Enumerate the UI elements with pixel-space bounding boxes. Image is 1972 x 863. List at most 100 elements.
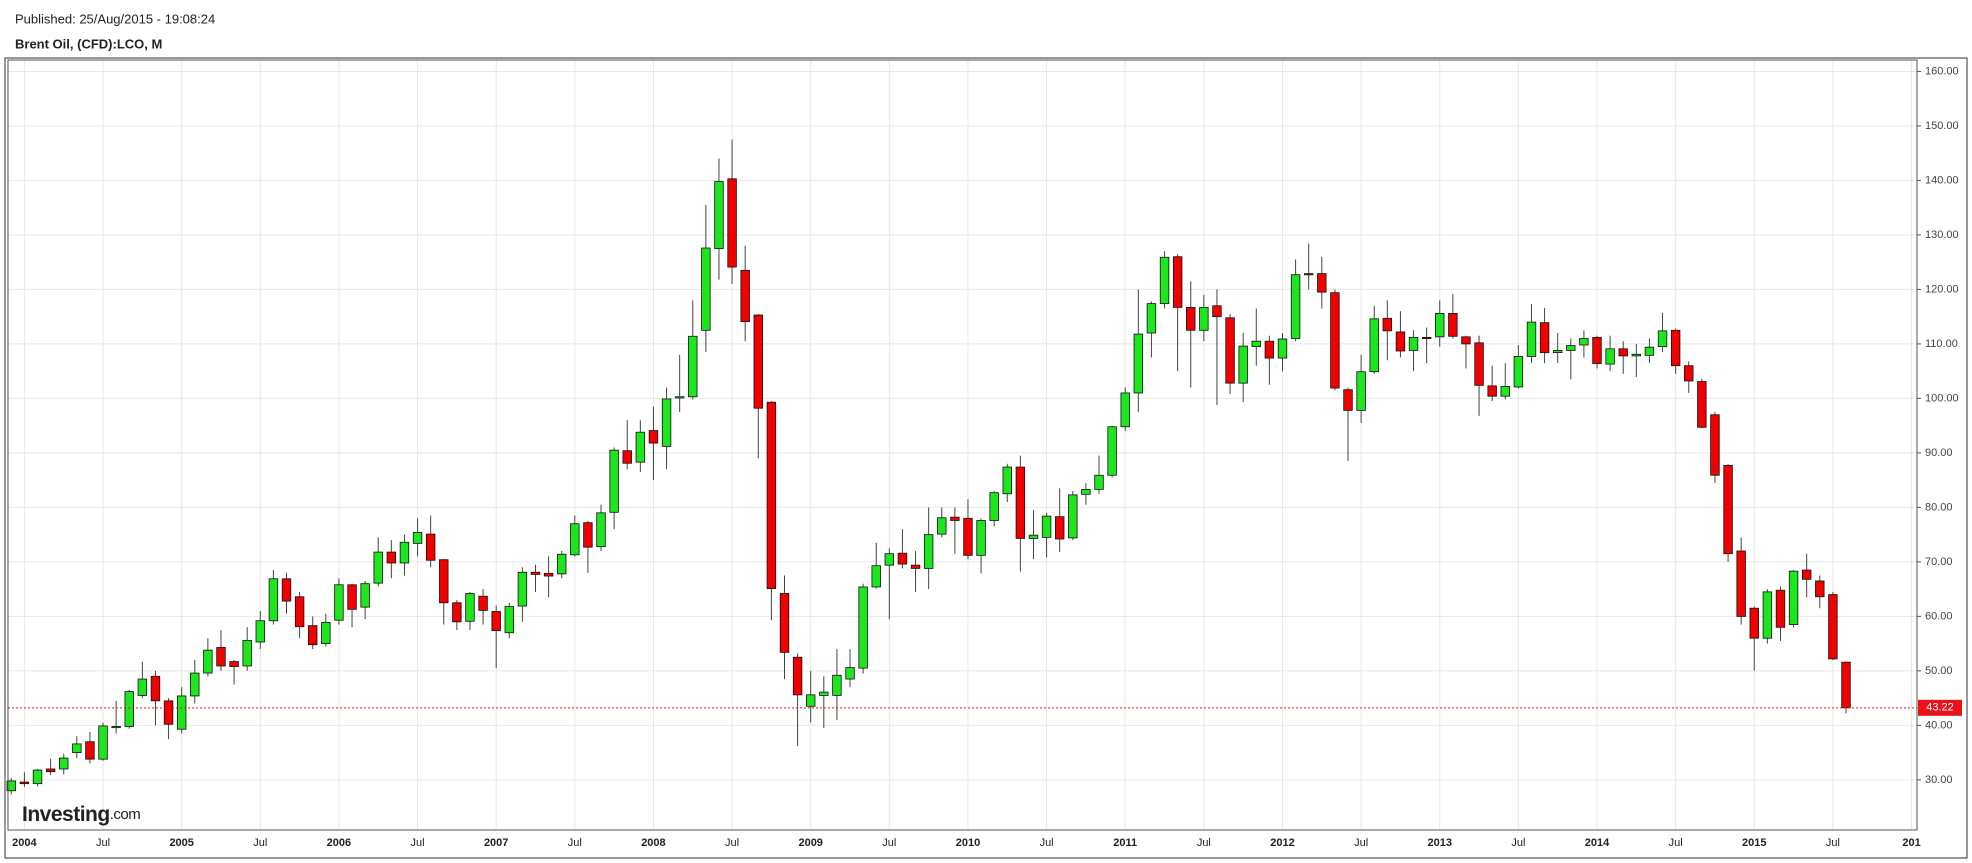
candle-body <box>111 726 121 729</box>
candle-body <box>137 678 148 696</box>
candle-body <box>19 781 30 785</box>
x-tick-label: 2015 <box>1742 837 1766 849</box>
candle-body <box>1356 371 1366 411</box>
x-tick-label: 2013 <box>1428 837 1452 849</box>
candle-body <box>1146 303 1157 334</box>
candle-body <box>294 596 305 628</box>
candle-body <box>1710 414 1720 476</box>
candle-body <box>1461 336 1471 345</box>
candle-body <box>1382 317 1393 332</box>
candle-body <box>635 431 646 463</box>
candle-body <box>1264 340 1275 359</box>
candle-body <box>1172 256 1183 308</box>
candle-body <box>766 401 777 589</box>
candles <box>6 139 1917 795</box>
candle-body <box>727 178 737 268</box>
candle-body <box>1120 392 1130 428</box>
candle-body <box>753 314 763 409</box>
chart-title: Brent Oil, (CFD):LCO, M <box>15 36 162 51</box>
candle-body <box>858 586 868 669</box>
candle-body <box>1238 345 1248 384</box>
candle-body <box>150 675 161 702</box>
candle-body <box>478 595 488 611</box>
candle-body <box>1395 331 1406 352</box>
y-tick-label: 70.00 <box>1925 556 1953 568</box>
y-tick-label: 60.00 <box>1925 610 1953 622</box>
candle-body <box>1133 333 1144 394</box>
x-tick-label: 201 <box>1902 837 1920 849</box>
candle-body <box>648 430 659 444</box>
candle-body <box>963 517 973 556</box>
logo: Investing.com <box>22 803 140 826</box>
candle-body <box>517 571 528 607</box>
candle-body <box>845 667 855 680</box>
candle-body <box>570 523 580 556</box>
plot-frame <box>7 59 1918 831</box>
candle-body <box>1041 515 1052 538</box>
candle-body <box>910 564 921 569</box>
candle-body <box>452 602 462 623</box>
candle-body <box>1841 661 1851 709</box>
candle-body <box>832 674 842 696</box>
x-tick-label: 2009 <box>798 837 822 849</box>
y-tick-label: 130.00 <box>1925 229 1959 241</box>
logo-suffix: .com <box>110 806 141 823</box>
candle-body <box>1068 494 1078 539</box>
x-tick-label: 2012 <box>1270 837 1294 849</box>
candle-body <box>1159 256 1170 304</box>
candle-body <box>806 694 816 707</box>
candle-body <box>1408 336 1419 351</box>
candle-body <box>1579 338 1589 346</box>
x-tick-label: Jul <box>1826 837 1840 849</box>
y-tick-label: 150.00 <box>1925 120 1959 132</box>
candle-body <box>714 181 724 249</box>
y-tick-label: 40.00 <box>1925 719 1953 731</box>
candle-body <box>530 571 541 575</box>
candle-body <box>1317 273 1327 293</box>
candle-body <box>360 583 370 608</box>
x-tick-label: 2004 <box>12 837 37 849</box>
candle-body <box>1631 353 1642 357</box>
candle-body <box>465 593 475 622</box>
candle-body <box>1749 607 1759 639</box>
candle-body <box>334 584 344 621</box>
candle-body <box>163 700 174 725</box>
candle-body <box>976 520 986 556</box>
candle-body <box>1094 474 1104 490</box>
candle-body <box>1788 570 1799 625</box>
x-tick-label: Jul <box>1511 837 1525 849</box>
candle-body <box>779 593 790 653</box>
candle-body <box>1775 589 1786 628</box>
x-tick-label: Jul <box>96 837 110 849</box>
candle-body <box>439 559 449 604</box>
candle-body <box>1801 569 1812 580</box>
candle-body <box>347 584 357 610</box>
candle-body <box>190 672 200 697</box>
grid <box>8 60 1921 830</box>
candle-body <box>1186 307 1196 331</box>
candle-body <box>1592 336 1602 364</box>
candle-body <box>674 396 685 399</box>
x-tick-label: 2011 <box>1113 837 1137 849</box>
x-tick-label: Jul <box>568 837 582 849</box>
candle-body <box>1421 336 1432 339</box>
candle-body <box>740 269 750 322</box>
candle-body <box>1618 348 1628 357</box>
candle-body <box>425 533 436 561</box>
candle-body <box>176 695 187 730</box>
candle-body <box>557 553 567 575</box>
published: Published: 25/Aug/2015 - 19:08:24 <box>15 11 215 26</box>
candle-body <box>609 449 619 513</box>
candle-body <box>216 647 226 667</box>
x-tick-label: Jul <box>411 837 425 849</box>
candle-body <box>1566 345 1576 351</box>
candle-body <box>871 565 881 588</box>
y-tick-label: 160.00 <box>1925 65 1959 77</box>
x-tick-label: 2007 <box>484 837 508 849</box>
candle-body <box>1251 340 1261 348</box>
candle-body <box>1081 489 1091 495</box>
x-tick-label: 2008 <box>641 837 665 849</box>
candle-body <box>321 621 331 645</box>
candle-body <box>45 768 56 773</box>
candle-body <box>1448 312 1458 337</box>
